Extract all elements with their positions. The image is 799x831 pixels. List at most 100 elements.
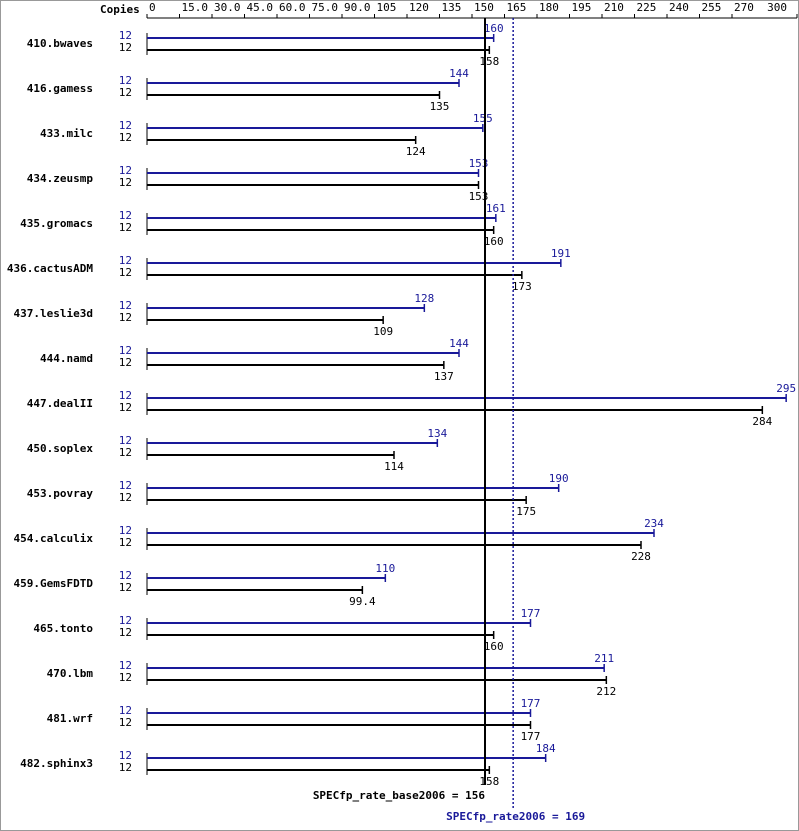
x-axis-label: Copies	[100, 3, 140, 16]
copies-label: 12	[119, 401, 132, 414]
copies-label: 12	[119, 356, 132, 369]
value-label: 158	[479, 775, 499, 788]
category-label: 416.gamess	[27, 82, 93, 95]
copies-label: 12	[119, 761, 132, 774]
value-label: 153	[469, 190, 489, 203]
copies-label: 12	[119, 254, 132, 267]
copies-label: 12	[119, 29, 132, 42]
category-label: 447.dealII	[27, 397, 93, 410]
copies-label: 12	[119, 176, 132, 189]
value-label: 184	[536, 742, 556, 755]
x-tick-label: 120	[409, 1, 429, 14]
copies-label: 12	[119, 614, 132, 627]
x-tick-label: 150	[474, 1, 494, 14]
copies-label: 12	[119, 581, 132, 594]
copies-label: 12	[119, 209, 132, 222]
value-label: 124	[406, 145, 426, 158]
value-label: 109	[373, 325, 393, 338]
value-label: 191	[551, 247, 571, 260]
copies-label: 12	[119, 536, 132, 549]
x-tick-label: 30.0	[214, 1, 241, 14]
category-label: 436.cactusADM	[7, 262, 93, 275]
value-label: 160	[484, 235, 504, 248]
category-label: 459.GemsFDTD	[14, 577, 94, 590]
category-label: 465.tonto	[33, 622, 93, 635]
category-label: 470.lbm	[47, 667, 94, 680]
category-label: 435.gromacs	[20, 217, 93, 230]
value-label: 144	[449, 67, 469, 80]
copies-label: 12	[119, 671, 132, 684]
copies-label: 12	[119, 524, 132, 537]
x-tick-label: 45.0	[247, 1, 274, 14]
value-label: 175	[516, 505, 536, 518]
value-label: 211	[594, 652, 614, 665]
value-label: 212	[596, 685, 616, 698]
copies-label: 12	[119, 704, 132, 717]
reference-label: SPECfp_rate2006 = 169	[446, 810, 585, 823]
value-label: 173	[512, 280, 532, 293]
copies-label: 12	[119, 479, 132, 492]
value-label: 134	[427, 427, 447, 440]
copies-label: 12	[119, 659, 132, 672]
copies-label: 12	[119, 131, 132, 144]
category-label: 453.povray	[27, 487, 94, 500]
copies-label: 12	[119, 266, 132, 279]
x-tick-label: 195	[572, 1, 592, 14]
copies-label: 12	[119, 74, 132, 87]
x-tick-label: 105	[377, 1, 397, 14]
copies-label: 12	[119, 716, 132, 729]
category-label: 433.milc	[40, 127, 93, 140]
x-tick-label: 60.0	[279, 1, 306, 14]
copies-label: 12	[119, 41, 132, 54]
value-label: 228	[631, 550, 651, 563]
value-label: 135	[430, 100, 450, 113]
copies-label: 12	[119, 299, 132, 312]
value-label: 144	[449, 337, 469, 350]
value-label: 160	[484, 22, 504, 35]
value-label: 177	[521, 730, 541, 743]
value-label: 177	[521, 607, 541, 620]
x-tick-label: 255	[702, 1, 722, 14]
x-tick-label: 15.0	[182, 1, 209, 14]
x-tick-label: 135	[442, 1, 462, 14]
value-label: 153	[469, 157, 489, 170]
value-label: 99.4	[349, 595, 376, 608]
category-label: 450.soplex	[27, 442, 94, 455]
x-tick-label: 270	[734, 1, 754, 14]
category-label: 434.zeusmp	[27, 172, 94, 185]
value-label: 190	[549, 472, 569, 485]
value-label: 110	[375, 562, 395, 575]
copies-label: 12	[119, 626, 132, 639]
x-tick-label: 300	[767, 1, 787, 14]
value-label: 177	[521, 697, 541, 710]
copies-label: 12	[119, 164, 132, 177]
copies-label: 12	[119, 311, 132, 324]
value-label: 137	[434, 370, 454, 383]
x-tick-label: 165	[507, 1, 527, 14]
value-label: 295	[776, 382, 796, 395]
copies-label: 12	[119, 221, 132, 234]
copies-label: 12	[119, 434, 132, 447]
category-label: 437.leslie3d	[14, 307, 93, 320]
category-label: 410.bwaves	[27, 37, 93, 50]
value-label: 234	[644, 517, 664, 530]
copies-label: 12	[119, 86, 132, 99]
copies-label: 12	[119, 569, 132, 582]
reference-label: SPECfp_rate_base2006 = 156	[313, 789, 486, 802]
copies-label: 12	[119, 446, 132, 459]
category-label: 481.wrf	[47, 712, 93, 725]
x-tick-label: 210	[604, 1, 624, 14]
x-tick-label: 75.0	[312, 1, 339, 14]
x-tick-label: 0	[149, 1, 156, 14]
value-label: 128	[414, 292, 434, 305]
copies-label: 12	[119, 749, 132, 762]
category-label: 444.namd	[40, 352, 93, 365]
x-tick-label: 90.0	[344, 1, 371, 14]
copies-label: 12	[119, 389, 132, 402]
x-tick-label: 225	[637, 1, 657, 14]
copies-label: 12	[119, 491, 132, 504]
x-tick-label: 240	[669, 1, 689, 14]
value-label: 155	[473, 112, 493, 125]
